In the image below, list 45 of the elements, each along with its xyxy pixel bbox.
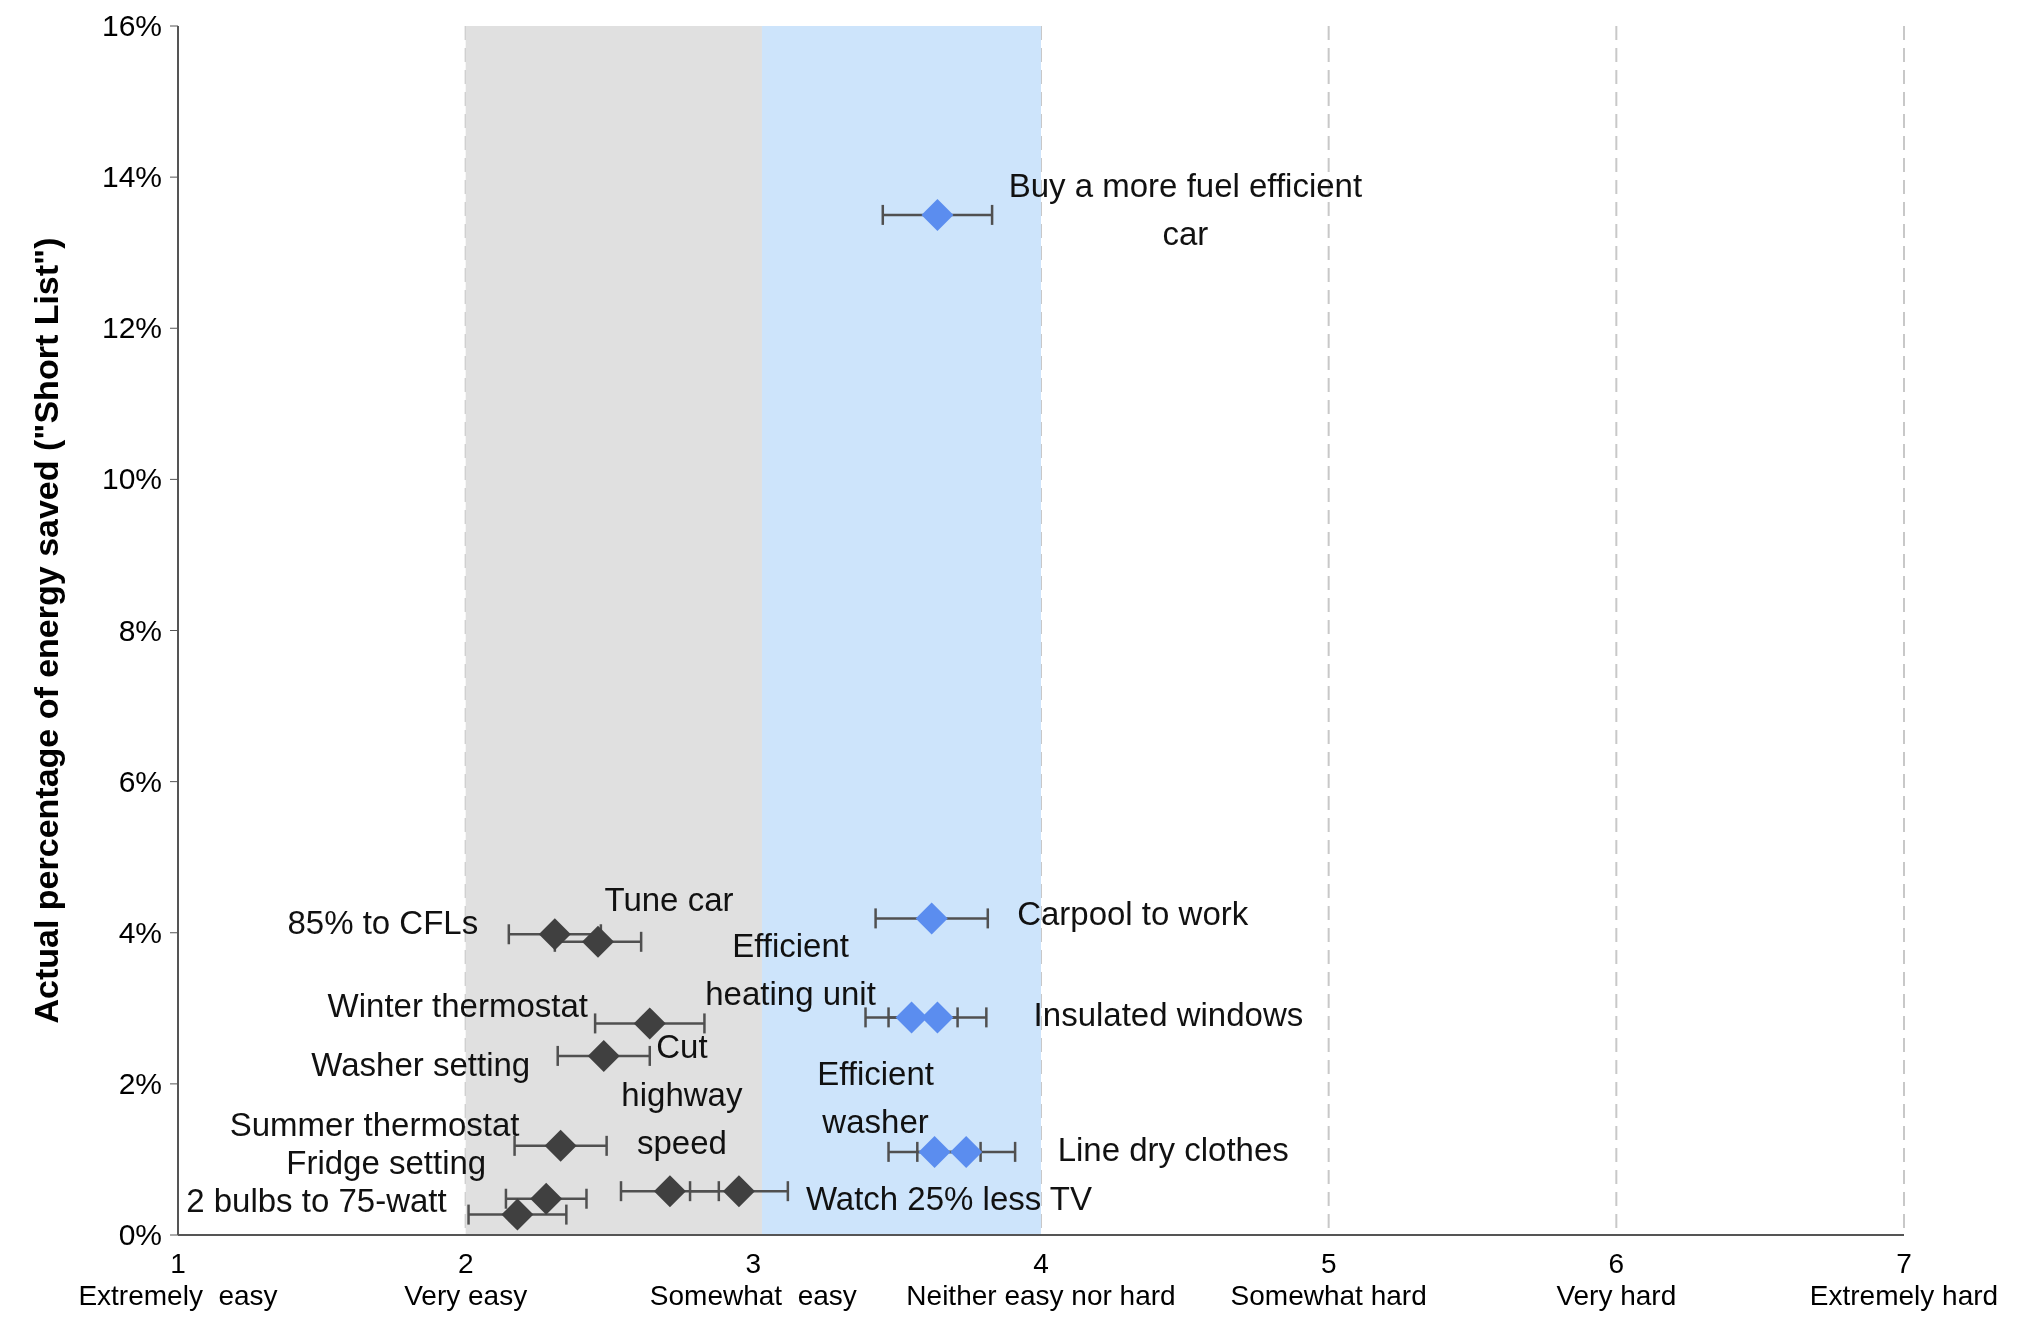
x-tick-label: 3 Somewhat easy — [649, 1248, 857, 1311]
point — [921, 1001, 954, 1034]
annotation: 2 bulbs to 75-watt — [186, 1181, 447, 1219]
annotation: Carpool to work — [1017, 895, 1249, 933]
annotation: Washer setting — [311, 1045, 531, 1083]
y-tick-label: 14% — [101, 160, 162, 194]
point — [530, 1182, 563, 1215]
annotation: Summer thermostat — [229, 1105, 520, 1143]
annotation: Efficient heating unit — [705, 927, 876, 1013]
point — [915, 902, 948, 935]
point — [722, 1175, 755, 1208]
point — [501, 1198, 534, 1231]
x-tick-label: 7 Extremely hard — [1809, 1248, 1999, 1311]
annotation: Watch 25% less TV — [805, 1180, 1092, 1218]
point — [918, 1135, 951, 1168]
x-tick-label: 6 Very hard — [1556, 1248, 1677, 1311]
annotation: Winter thermostat — [327, 987, 588, 1025]
annotation: Cut highway speed — [621, 1028, 743, 1162]
point — [581, 925, 614, 958]
y-axis-title: Actual percentage of energy saved ("Short List") — [27, 237, 65, 1024]
y-tick-label: 10% — [101, 462, 162, 496]
y-tick-label: 2% — [118, 1066, 162, 1100]
annotation: Tune car — [604, 880, 734, 918]
y-tick-label: 8% — [118, 613, 162, 647]
annotation: Buy a more fuel efficient car — [1008, 166, 1363, 252]
y-tick-label: 6% — [118, 764, 162, 798]
point — [653, 1175, 686, 1208]
y-tick-label: 4% — [118, 915, 162, 949]
annotation: 85% to CFLs — [287, 904, 479, 942]
y-tick-label: 12% — [101, 311, 162, 345]
point — [587, 1039, 620, 1072]
annotation: Efficient washer — [817, 1054, 934, 1140]
x-tick-label: 1 Extremely easy — [78, 1248, 278, 1311]
point — [538, 918, 571, 951]
x-tick-label: 2 Very easy — [404, 1248, 528, 1311]
annotation: Insulated windows — [1033, 996, 1304, 1034]
point — [950, 1135, 983, 1168]
annotation: Line dry clothes — [1057, 1130, 1289, 1168]
y-tick-label: 0% — [118, 1218, 162, 1251]
point — [544, 1129, 577, 1162]
point — [921, 198, 954, 231]
y-tick-label: 16% — [101, 9, 162, 42]
x-tick-label: 4 Neither easy nor hard — [906, 1248, 1176, 1311]
x-tick-label: 5 Somewhat hard — [1230, 1248, 1427, 1311]
annotation: Fridge setting — [286, 1143, 487, 1181]
